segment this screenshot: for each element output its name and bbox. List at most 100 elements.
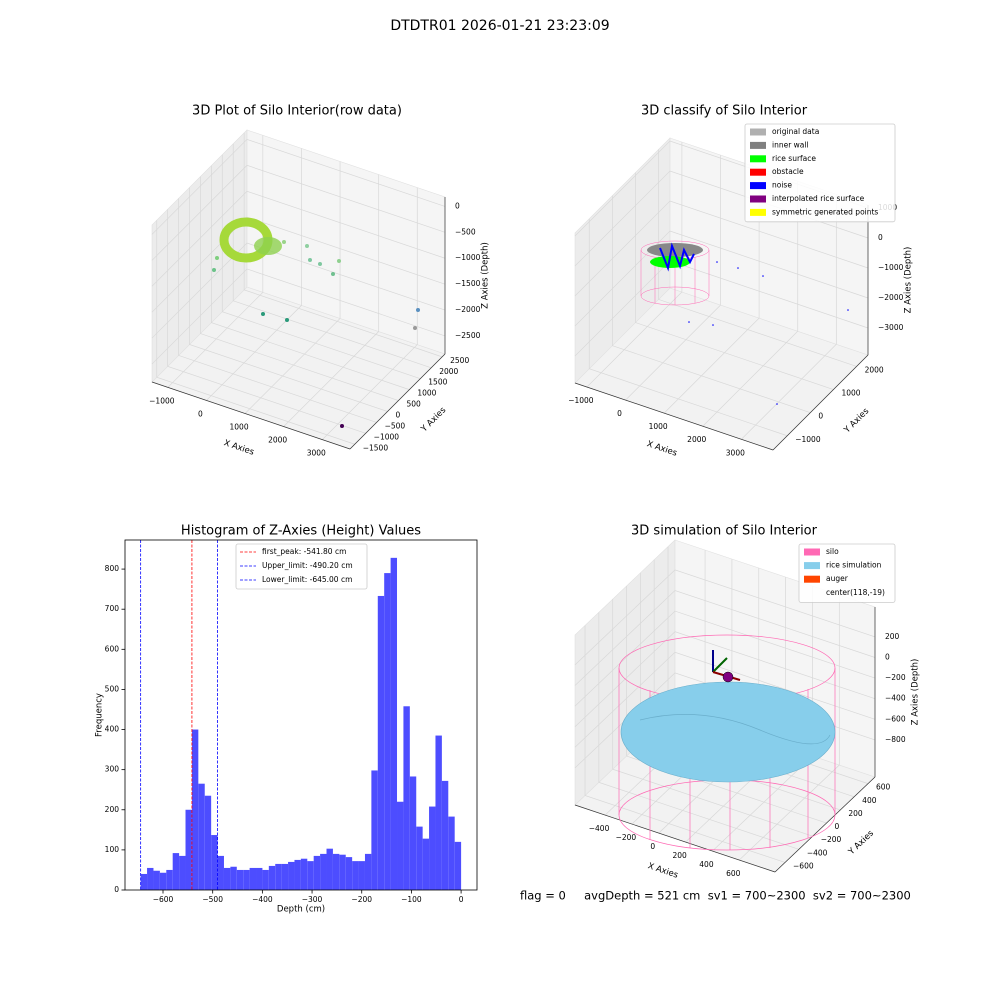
legend-label: silo (826, 547, 839, 556)
x-tick-label: 200 (672, 851, 687, 860)
classified-cloud (640, 240, 849, 405)
legend-label: rice surface (772, 154, 816, 163)
x-tick-label: 1000 (649, 422, 668, 431)
grid-line (221, 154, 421, 380)
bar (358, 861, 365, 890)
x-tick-label: 3000 (726, 448, 745, 457)
y-tick-label: 0 (835, 822, 840, 831)
status-text: flag = 0 avgDepth = 521 cm sv1 = 700~230… (520, 889, 911, 903)
grid-line (574, 569, 876, 666)
x-axis (574, 804, 776, 873)
legend-label: inner wall (772, 140, 809, 149)
x-tick-label: −100 (401, 895, 422, 904)
x-tick-label: 600 (726, 869, 741, 878)
y-tick-label: 0 (818, 412, 823, 421)
y-tick-label: −500 (385, 421, 406, 430)
z-tick-label: −2000 (878, 293, 904, 302)
y-axis (349, 353, 446, 450)
legend-swatch (750, 208, 766, 216)
z-tick-label: −200 (885, 673, 906, 682)
y-tick-label: −600 (793, 861, 814, 870)
grid-line (151, 190, 446, 287)
grid-line (151, 216, 446, 313)
x-tick-label: 0 (459, 895, 464, 904)
subplot-title: Histogram of Z-Axies (Height) Values (181, 524, 421, 539)
grid-line (178, 198, 377, 423)
bar (179, 855, 186, 890)
grid-line (574, 200, 869, 297)
legend-label: noise (772, 181, 792, 190)
z-tick-label: −2000 (455, 305, 481, 314)
legend-swatch (804, 562, 820, 570)
legend-swatch (750, 128, 766, 136)
grid-line (598, 612, 799, 850)
y-axis-label: Frequency (95, 693, 105, 737)
y-tick-label: 2500 (450, 356, 469, 365)
y-tick-label: 600 (876, 783, 891, 792)
legend-label: Lower_limit: -645.00 cm (262, 575, 352, 584)
bar (377, 595, 385, 890)
bar (140, 873, 148, 890)
bar (236, 869, 244, 890)
bar (211, 835, 218, 890)
grid-line (612, 599, 813, 837)
grid-line (211, 165, 410, 390)
z-tick-label: 0 (885, 652, 890, 661)
grid-line (588, 218, 788, 437)
z-tick-label: −600 (885, 714, 906, 723)
subplot-title: 3D Plot of Silo Interior(row data) (192, 104, 402, 119)
bar (384, 573, 391, 890)
silo-simulation (618, 634, 836, 851)
bar (288, 861, 295, 890)
bar (159, 872, 167, 890)
y-tick-label: 500 (406, 400, 421, 409)
x-tick-label: −300 (302, 895, 323, 904)
bar (281, 863, 289, 890)
z-tick-label: 0 (878, 233, 883, 242)
bar (185, 809, 192, 890)
y-tick-label: −1000 (795, 435, 821, 444)
grid-line (156, 220, 355, 445)
x-tick-label: −1000 (568, 396, 594, 405)
grid-line (151, 242, 446, 339)
legend-label: first_peak: -541.80 cm (262, 547, 346, 556)
grid-line (151, 139, 446, 235)
z-tick-label: −1000 (878, 263, 904, 272)
bar (300, 858, 308, 890)
y-tick-label: 600 (105, 644, 120, 653)
grid-line (200, 176, 399, 401)
bar (153, 870, 160, 890)
bar (313, 855, 321, 890)
legend-swatch (750, 141, 766, 149)
bar (448, 816, 455, 890)
bar (249, 867, 257, 890)
y-axis (774, 776, 876, 873)
grid-line (741, 194, 837, 440)
legend-box (235, 543, 368, 590)
bar (435, 735, 442, 890)
grid-line (574, 631, 876, 727)
legend-swatch (804, 575, 820, 583)
bar (441, 780, 449, 890)
bar (166, 869, 173, 890)
grid-line (658, 149, 857, 367)
y-tick-label: 200 (105, 805, 120, 814)
y-tick-label: 1500 (428, 378, 447, 387)
grid-line (167, 135, 264, 388)
bar (275, 863, 282, 890)
bar (294, 859, 301, 890)
x-tick-label: −500 (202, 895, 223, 904)
bar (345, 857, 353, 890)
grid-line (206, 148, 302, 401)
z-tick-label: −400 (885, 694, 906, 703)
z-tick-label: −1500 (455, 279, 481, 288)
bar (147, 867, 154, 890)
bar (217, 855, 224, 890)
y-tick-label: 1000 (417, 389, 436, 398)
bar (397, 801, 404, 890)
grid-line (189, 187, 388, 412)
x-tick-label: −400 (252, 895, 273, 904)
bar (454, 841, 462, 890)
y-tick-label: 200 (848, 809, 863, 818)
grid-line (574, 610, 876, 707)
